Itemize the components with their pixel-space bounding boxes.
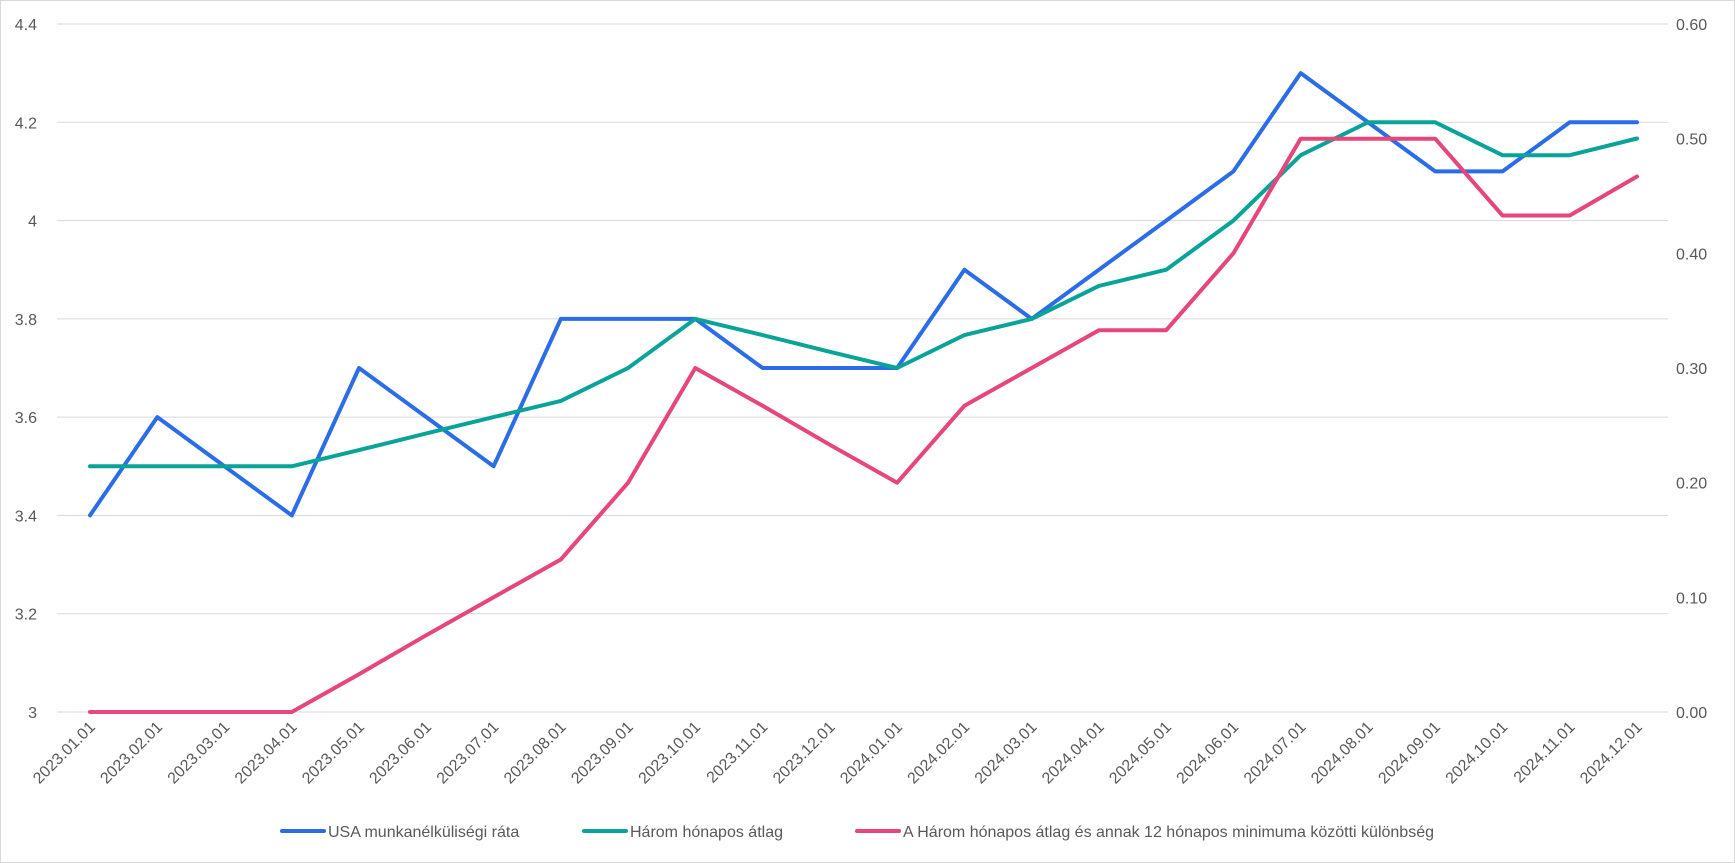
series-line-2 (88, 120, 1639, 469)
x-tick-label: 2024.03.01 (972, 719, 1041, 788)
x-tick-label: 2024.05.01 (1106, 719, 1175, 788)
x-tick-label: 2023.10.01 (636, 719, 705, 788)
y-left-tick-label: 3.2 (15, 607, 37, 624)
y-left-tick-label: 3.8 (15, 312, 37, 329)
y-left-tick-label: 4.4 (15, 17, 37, 34)
x-tick-label: 2023.03.01 (165, 719, 234, 788)
x-tick-label: 2024.06.01 (1174, 719, 1243, 788)
y-axis-left: 3 3.2 3.4 3.6 3.8 4 4.2 4.4 (15, 17, 37, 722)
legend-label-2: Három hónapos átlag (630, 824, 783, 841)
x-tick-label: 2024.09.01 (1375, 719, 1444, 788)
y-left-tick-label: 3 (28, 705, 37, 722)
x-tick-label: 2023.11.01 (704, 719, 772, 787)
y-right-tick-label: 0.40 (1676, 246, 1707, 263)
legend: USA munkanélküliségi ráta Három hónapos á… (280, 824, 1434, 841)
x-tick-label: 2023.04.01 (232, 719, 301, 788)
x-tick-label: 2024.08.01 (1308, 719, 1377, 788)
y-left-tick-label: 3.4 (15, 508, 37, 525)
y-right-tick-label: 0.20 (1676, 476, 1707, 493)
x-tick-label: 2023.01.01 (30, 719, 99, 788)
x-tick-label: 2024.04.01 (1039, 719, 1108, 788)
x-tick-label: 2023.07.01 (434, 719, 503, 788)
x-tick-label: 2023.02.01 (97, 719, 166, 788)
x-tick-label: 2023.06.01 (366, 719, 435, 788)
x-tick-label: 2023.09.01 (568, 719, 637, 788)
x-tick-label: 2024.01.01 (837, 719, 906, 788)
x-axis: 2023.01.012023.02.012023.03.012023.04.01… (30, 719, 1646, 788)
y-right-tick-label: 0.60 (1676, 17, 1707, 34)
x-tick-label: 2024.10.01 (1443, 719, 1512, 788)
y-axis-right: 0.00 0.10 0.20 0.30 0.40 0.50 0.60 (1676, 17, 1707, 722)
legend-label-3: A Három hónapos átlag és annak 12 hónapo… (903, 824, 1434, 841)
y-left-tick-label: 3.6 (15, 410, 37, 427)
legend-label-1: USA munkanélküliségi ráta (328, 824, 519, 841)
y-right-tick-label: 0.00 (1676, 705, 1707, 722)
y-right-tick-label: 0.50 (1676, 132, 1707, 149)
x-tick-label: 2024.02.01 (905, 719, 974, 788)
x-tick-label: 2024.07.01 (1241, 719, 1310, 788)
y-left-tick-label: 4.2 (15, 115, 37, 132)
y-right-tick-label: 0.30 (1676, 361, 1707, 378)
y-right-tick-label: 0.10 (1676, 590, 1707, 607)
x-tick-label: 2024.12.01 (1577, 719, 1646, 788)
series-line-1 (88, 71, 1639, 518)
series-line-3 (88, 136, 1639, 714)
series-lines (88, 71, 1639, 714)
x-tick-label: 2024.11.01 (1511, 719, 1579, 787)
x-tick-label: 2023.05.01 (299, 719, 368, 788)
x-tick-label: 2023.08.01 (501, 719, 570, 788)
y-left-tick-label: 4 (28, 214, 37, 231)
x-tick-label: 2023.12.01 (770, 719, 839, 788)
